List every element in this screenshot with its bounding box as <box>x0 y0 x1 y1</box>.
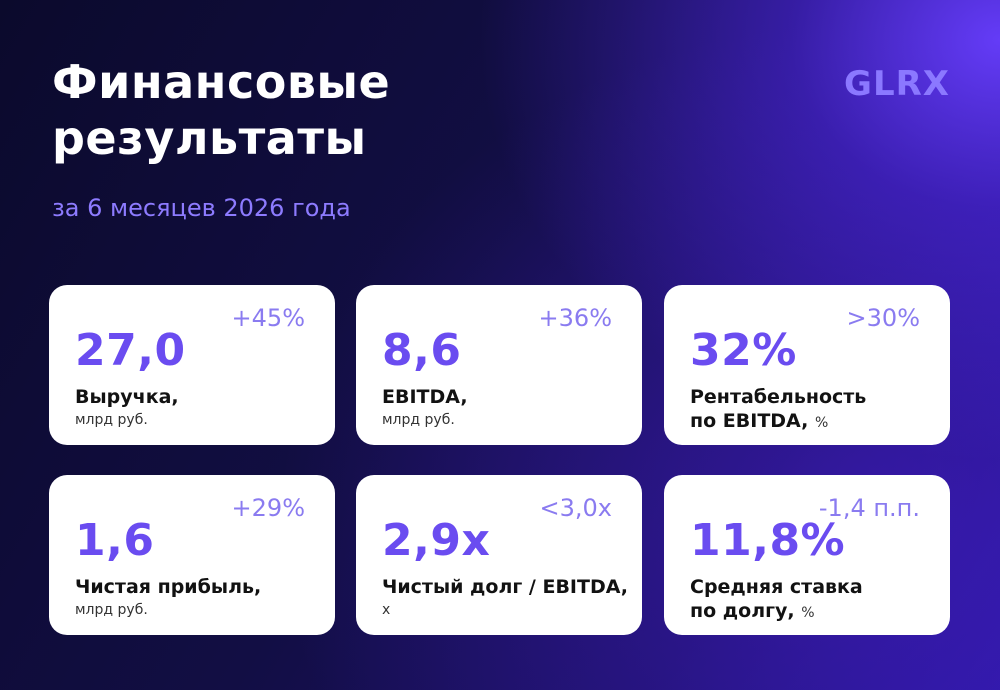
kpi-label-line-1: Средняя ставка <box>690 576 863 598</box>
title-line-2: результаты <box>52 111 367 165</box>
kpi-value: 8,6 <box>382 325 462 376</box>
kpi-card-ebitda-margin: >30% 32% Рентабельность по EBITDA, % <box>664 285 950 445</box>
kpi-unit: млрд руб. <box>75 412 148 428</box>
kpi-card-ebitda: +36% 8,6 EBITDA, млрд руб. <box>356 285 642 445</box>
kpi-card-avg-debt-rate: -1,4 п.п. 11,8% Средняя ставка по долгу,… <box>664 475 950 635</box>
kpi-value: 27,0 <box>75 325 186 376</box>
kpi-card-revenue: +45% 27,0 Выручка, млрд руб. <box>49 285 335 445</box>
kpi-value: 1,6 <box>75 515 155 566</box>
kpi-label: Выручка, <box>75 385 179 409</box>
kpi-card-net-profit: +29% 1,6 Чистая прибыль, млрд руб. <box>49 475 335 635</box>
kpi-label-line-1: EBITDA, <box>382 386 468 408</box>
kpi-unit: млрд руб. <box>75 602 148 618</box>
kpi-label-line-1: Выручка, <box>75 386 179 408</box>
kpi-label: Рентабельность по EBITDA, % <box>690 385 866 435</box>
kpi-unit: % <box>814 415 829 431</box>
kpi-card-net-debt-ebitda: <3,0x 2,9x Чистый долг / EBITDA, x <box>356 475 642 635</box>
title-line-1: Финансовые <box>52 55 391 109</box>
kpi-label-line-2: по долгу, % <box>690 599 863 625</box>
period-subtitle: за 6 месяцев 2026 года <box>52 194 351 222</box>
kpi-value: 2,9x <box>382 515 491 566</box>
kpi-label: EBITDA, <box>382 385 468 409</box>
kpi-label-line-2-text: по долгу, <box>690 600 795 622</box>
kpi-label: Средняя ставка по долгу, % <box>690 575 863 625</box>
kpi-label-line-1: Чистый долг / EBITDA, <box>382 576 628 598</box>
kpi-delta: -1,4 п.п. <box>818 494 920 522</box>
kpi-unit: x <box>382 602 391 618</box>
kpi-label: Чистый долг / EBITDA, <box>382 575 628 599</box>
kpi-delta: +29% <box>231 494 305 522</box>
kpi-label-line-1: Чистая прибыль, <box>75 576 262 598</box>
kpi-label-line-1: Рентабельность <box>690 386 867 408</box>
kpi-delta: +45% <box>231 304 305 332</box>
kpi-value: 11,8% <box>690 515 846 566</box>
kpi-label-line-2-text: по EBITDA, <box>690 410 809 432</box>
page-title: Финансовые результаты <box>52 54 390 166</box>
kpi-label-line-2: по EBITDA, % <box>690 409 866 435</box>
kpi-delta: <3,0x <box>539 494 612 522</box>
kpi-delta: >30% <box>846 304 920 332</box>
kpi-unit: % <box>801 605 815 621</box>
kpi-value: 32% <box>690 325 797 376</box>
kpi-delta: +36% <box>538 304 612 332</box>
kpi-label: Чистая прибыль, <box>75 575 261 599</box>
kpi-unit: млрд руб. <box>382 412 455 428</box>
company-logo: GLRX <box>844 64 950 104</box>
